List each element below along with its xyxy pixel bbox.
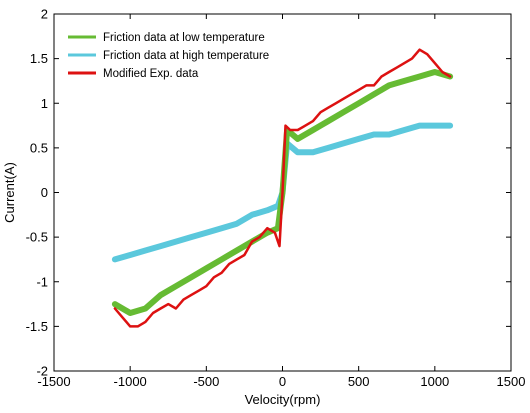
x-tick-label: 1500 — [497, 374, 526, 389]
y-tick-label: 1.5 — [30, 51, 48, 66]
y-tick-label: -1 — [36, 274, 48, 289]
y-tick-label: -0.5 — [26, 230, 48, 245]
ticks-layer: -1500 -1000 -500 0 500 1000 1500 -2 -1.5 -1 -0.5 0 0… — [26, 7, 526, 390]
legend-label-low-temp: Friction data at low temperature — [103, 32, 265, 44]
y-tick-label: -2 — [36, 364, 48, 379]
y-tick-label: 0.5 — [30, 140, 48, 155]
x-tick-label: 1000 — [420, 374, 449, 389]
y-axis-label: Current(A) — [2, 162, 17, 223]
x-tick-label: -1000 — [114, 374, 147, 389]
y-tick-label: 2 — [41, 7, 48, 22]
y-tick-label: 1 — [41, 96, 48, 111]
y-tick-label: -1.5 — [26, 319, 48, 334]
x-tick-label: 500 — [348, 374, 370, 389]
legend-label-modified-exp: Modified Exp. data — [103, 68, 199, 80]
x-tick-label: -1500 — [37, 374, 70, 389]
series-layer — [111, 48, 454, 328]
x-tick-label: 0 — [279, 374, 286, 389]
y-tick-label: 0 — [41, 185, 48, 200]
x-tick-label: -500 — [193, 374, 219, 389]
legend: Friction data at low temperature Frictio… — [68, 32, 269, 80]
series-modified-exp — [113, 48, 452, 328]
x-axis-label: Velocity(rpm) — [245, 392, 321, 407]
legend-label-high-temp: Friction data at high temperature — [103, 50, 269, 62]
